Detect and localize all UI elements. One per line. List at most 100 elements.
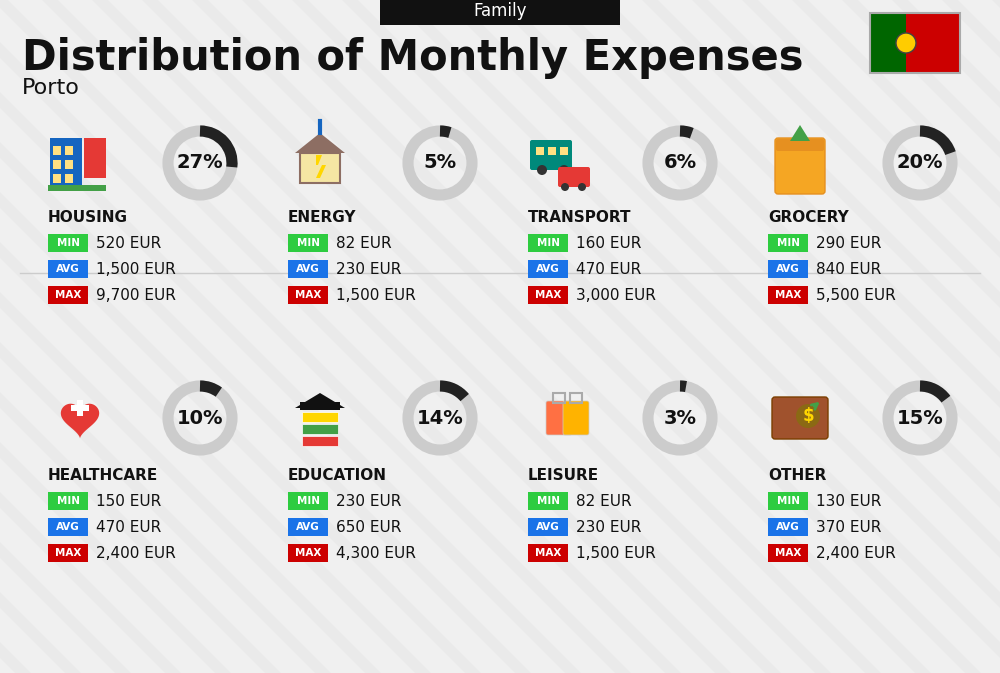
FancyBboxPatch shape [772,397,828,439]
Text: MAX: MAX [775,290,801,300]
Text: 1,500 EUR: 1,500 EUR [336,287,416,302]
Text: 10%: 10% [177,409,223,427]
Text: TRANSPORT: TRANSPORT [528,211,632,225]
FancyBboxPatch shape [528,518,568,536]
Text: MIN: MIN [536,238,560,248]
FancyBboxPatch shape [302,436,338,446]
Text: 9,700 EUR: 9,700 EUR [96,287,176,302]
Text: LEISURE: LEISURE [528,468,599,483]
FancyBboxPatch shape [77,400,83,416]
FancyBboxPatch shape [48,260,88,278]
Text: 20%: 20% [897,153,943,172]
Text: 2,400 EUR: 2,400 EUR [816,546,896,561]
FancyBboxPatch shape [65,174,73,183]
Text: 5,500 EUR: 5,500 EUR [816,287,896,302]
FancyBboxPatch shape [536,147,544,155]
FancyBboxPatch shape [775,138,825,194]
FancyBboxPatch shape [300,153,340,183]
Polygon shape [790,125,810,141]
FancyBboxPatch shape [302,424,338,434]
Polygon shape [295,393,345,408]
Text: 230 EUR: 230 EUR [336,493,401,509]
FancyBboxPatch shape [48,518,88,536]
Text: MIN: MIN [296,238,320,248]
FancyBboxPatch shape [53,146,61,155]
FancyBboxPatch shape [548,147,556,155]
Text: ENERGY: ENERGY [288,211,356,225]
Polygon shape [295,133,345,153]
FancyBboxPatch shape [906,13,960,73]
FancyBboxPatch shape [528,234,568,252]
FancyBboxPatch shape [71,405,89,411]
FancyBboxPatch shape [65,146,73,155]
FancyBboxPatch shape [53,160,61,169]
Text: 520 EUR: 520 EUR [96,236,161,250]
Circle shape [559,165,569,175]
Text: MIN: MIN [56,238,80,248]
Polygon shape [316,155,326,178]
Text: $: $ [802,407,814,425]
FancyBboxPatch shape [768,492,808,510]
Circle shape [896,33,916,53]
Text: GROCERY: GROCERY [768,211,849,225]
FancyBboxPatch shape [528,492,568,510]
Text: AVG: AVG [56,264,80,274]
Text: AVG: AVG [296,522,320,532]
FancyBboxPatch shape [528,260,568,278]
Text: 82 EUR: 82 EUR [576,493,632,509]
Text: AVG: AVG [536,264,560,274]
FancyBboxPatch shape [768,544,808,562]
Text: 15%: 15% [897,409,943,427]
Text: 370 EUR: 370 EUR [816,520,881,534]
Text: HEALTHCARE: HEALTHCARE [48,468,158,483]
Text: 840 EUR: 840 EUR [816,262,881,277]
FancyBboxPatch shape [300,402,340,410]
FancyBboxPatch shape [768,234,808,252]
FancyBboxPatch shape [48,492,88,510]
Text: Distribution of Monthly Expenses: Distribution of Monthly Expenses [22,37,804,79]
FancyBboxPatch shape [288,518,328,536]
Text: 27%: 27% [177,153,223,172]
FancyBboxPatch shape [380,0,620,25]
Circle shape [578,183,586,191]
Text: 160 EUR: 160 EUR [576,236,641,250]
FancyBboxPatch shape [302,412,338,422]
Text: MIN: MIN [776,496,800,506]
Text: MIN: MIN [776,238,800,248]
Text: 230 EUR: 230 EUR [576,520,641,534]
FancyBboxPatch shape [84,138,106,178]
Text: Family: Family [473,2,527,20]
Text: 470 EUR: 470 EUR [96,520,161,534]
Circle shape [796,404,820,428]
Text: 230 EUR: 230 EUR [336,262,401,277]
FancyBboxPatch shape [288,234,328,252]
Text: AVG: AVG [536,522,560,532]
Text: 5%: 5% [423,153,457,172]
Circle shape [537,165,547,175]
Text: 150 EUR: 150 EUR [96,493,161,509]
FancyBboxPatch shape [288,286,328,304]
FancyBboxPatch shape [768,286,808,304]
FancyBboxPatch shape [50,138,82,188]
Text: 650 EUR: 650 EUR [336,520,401,534]
Text: MIN: MIN [296,496,320,506]
FancyBboxPatch shape [776,139,824,151]
Text: MAX: MAX [55,290,81,300]
FancyBboxPatch shape [560,147,568,155]
Text: 14%: 14% [417,409,463,427]
Text: AVG: AVG [296,264,320,274]
Text: 3,000 EUR: 3,000 EUR [576,287,656,302]
Text: 82 EUR: 82 EUR [336,236,392,250]
Text: 3%: 3% [664,409,696,427]
FancyBboxPatch shape [288,260,328,278]
FancyBboxPatch shape [48,234,88,252]
Text: OTHER: OTHER [768,468,826,483]
Circle shape [561,183,569,191]
FancyBboxPatch shape [530,140,572,170]
Text: MAX: MAX [775,548,801,558]
Text: AVG: AVG [776,522,800,532]
Text: MAX: MAX [295,290,321,300]
FancyBboxPatch shape [48,544,88,562]
FancyBboxPatch shape [528,286,568,304]
Text: Porto: Porto [22,78,80,98]
